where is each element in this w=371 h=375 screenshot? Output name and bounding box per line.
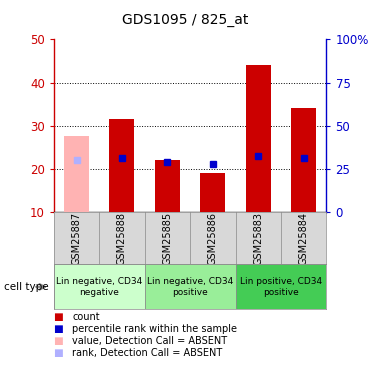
Bar <box>200 173 225 212</box>
Bar <box>246 65 271 212</box>
Text: ■: ■ <box>53 348 62 358</box>
Text: ■: ■ <box>53 324 62 334</box>
Text: Lin negative, CD34
positive: Lin negative, CD34 positive <box>147 277 233 297</box>
Bar <box>155 160 180 212</box>
Text: value, Detection Call = ABSENT: value, Detection Call = ABSENT <box>72 336 227 346</box>
Text: GSM25888: GSM25888 <box>117 211 127 265</box>
Text: ■: ■ <box>53 336 62 346</box>
Text: GDS1095 / 825_at: GDS1095 / 825_at <box>122 13 249 27</box>
Text: GSM25885: GSM25885 <box>162 211 173 265</box>
Bar <box>291 108 316 212</box>
Text: count: count <box>72 312 100 322</box>
Text: GSM25886: GSM25886 <box>208 211 218 265</box>
Text: percentile rank within the sample: percentile rank within the sample <box>72 324 237 334</box>
Bar <box>145 264 236 309</box>
Bar <box>236 264 326 309</box>
Bar <box>64 136 89 212</box>
Text: Lin negative, CD34
negative: Lin negative, CD34 negative <box>56 277 142 297</box>
Text: ■: ■ <box>53 312 62 322</box>
Text: cell type: cell type <box>4 282 48 292</box>
Text: GSM25884: GSM25884 <box>299 211 309 265</box>
Text: rank, Detection Call = ABSENT: rank, Detection Call = ABSENT <box>72 348 223 358</box>
Text: Lin positive, CD34
positive: Lin positive, CD34 positive <box>240 277 322 297</box>
Bar <box>54 264 145 309</box>
Bar <box>109 119 134 212</box>
Text: GSM25883: GSM25883 <box>253 211 263 265</box>
Text: GSM25887: GSM25887 <box>72 211 82 265</box>
